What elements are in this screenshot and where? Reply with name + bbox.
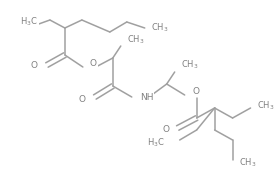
- Text: H$_3$C: H$_3$C: [147, 137, 165, 149]
- Text: O: O: [193, 87, 200, 96]
- Text: O: O: [90, 58, 97, 68]
- Text: CH$_3$: CH$_3$: [181, 59, 198, 71]
- Text: CH$_3$: CH$_3$: [257, 100, 274, 112]
- Text: CH$_3$: CH$_3$: [239, 157, 256, 169]
- Text: O: O: [163, 125, 170, 135]
- Text: CH$_3$: CH$_3$: [127, 34, 144, 46]
- Text: H$_3$C: H$_3$C: [20, 16, 38, 28]
- Text: O: O: [79, 96, 86, 104]
- Text: NH: NH: [140, 92, 153, 102]
- Text: CH$_3$: CH$_3$: [151, 22, 168, 34]
- Text: O: O: [31, 60, 38, 69]
